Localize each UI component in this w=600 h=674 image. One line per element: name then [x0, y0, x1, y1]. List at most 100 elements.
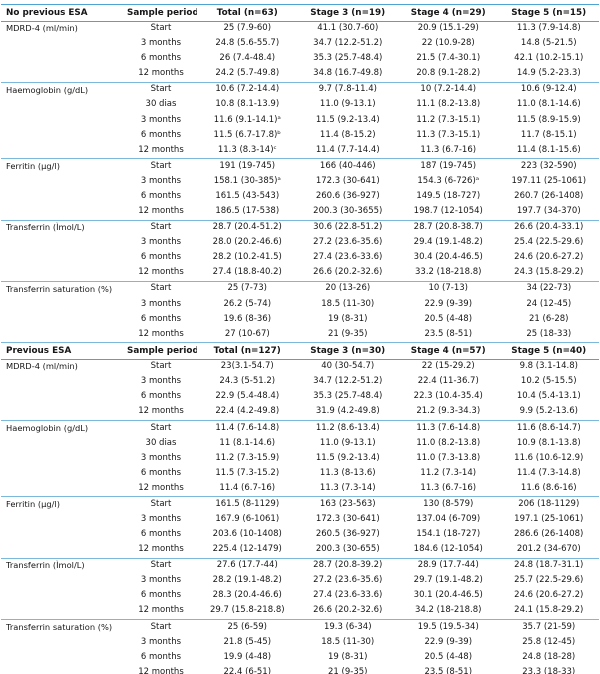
- data-row: 12 months 225.4 (12-1479) 200.3 (30-655) 18…: [1, 543, 599, 559]
- sample-period-cell: Start: [150, 84, 172, 95]
- value-cell: 22.4 (6-51): [223, 666, 272, 674]
- value-cell: 11.0 (8.2-13.8): [416, 437, 481, 448]
- value-cell: 11 (8.1-14.6): [219, 437, 276, 448]
- data-row: 6 months 19.6 (8-36) 19 (8-31) 20.5 (4-48) 2…: [1, 312, 599, 327]
- value-cell: 35.3 (25.7-48.4): [313, 53, 383, 64]
- value-cell: 22.9 (9-39): [424, 298, 473, 309]
- parameter-label: [1, 98, 125, 113]
- parameter-label: [1, 189, 125, 204]
- sample-period-cell: 3 months: [140, 114, 182, 125]
- value-cell: 197.11 (25-1061): [511, 175, 587, 186]
- parameter-label: [1, 375, 125, 390]
- data-row: 3 months 11.2 (7.3-15.9) 11.5 (9.2-13.4) 11…: [1, 451, 599, 466]
- parameter-label: [1, 266, 125, 282]
- value-cell: 225.4 (12-1479): [212, 544, 282, 555]
- value-cell: 19 (8-31): [328, 651, 368, 662]
- parameter-label: [1, 466, 125, 481]
- sample-period-cell: 12 months: [138, 206, 184, 217]
- value-cell: 19.3 (6-34): [323, 621, 372, 632]
- column-header: Stage 4 (n=57): [410, 345, 486, 356]
- value-cell: 29.7 (15.8-218.8): [209, 605, 285, 616]
- value-cell: 11.2 (8.6-13.4): [315, 422, 380, 433]
- value-cell: 28.0 (20.2-46.6): [212, 237, 282, 248]
- value-cell: 163 (23-563): [319, 498, 376, 509]
- parameter-label: [1, 113, 125, 128]
- value-cell: 158.1 (30-385)ᵃ: [213, 175, 281, 186]
- parameter-label: [1, 390, 125, 405]
- value-cell: 11.3 (6.7-16): [420, 144, 477, 155]
- sample-period-cell: 6 months: [140, 129, 182, 140]
- value-cell: 24.1 (15.8-29.2): [514, 605, 584, 616]
- value-cell: 22.9 (5.4-48.4): [215, 391, 280, 402]
- sample-period-cell: 6 months: [140, 467, 182, 478]
- data-row: 6 months 161.5 (43-543) 260.6 (36-927) 149.…: [1, 189, 599, 204]
- value-cell: 25 (7-73): [227, 283, 267, 294]
- value-cell: 14.8 (5-21.5): [520, 38, 577, 49]
- data-row: 6 months 11.5 (7.3-15.2) 11.3 (8-13.6) 11.2…: [1, 466, 599, 481]
- value-cell: 28.2 (10.2-41.5): [212, 252, 282, 263]
- value-cell: 187 (19-745): [420, 160, 477, 171]
- value-cell: 11.3 (8-13.6): [319, 467, 376, 478]
- data-row: 6 months 28.2 (10.2-41.5) 27.4 (23.6-33.6)…: [1, 251, 599, 266]
- parameter-label: [1, 574, 125, 589]
- value-cell: 11.5 (9.2-13.4): [315, 452, 380, 463]
- value-cell: 21.2 (9.3-34.3): [416, 406, 481, 417]
- sample-period-cell: 12 months: [138, 406, 184, 417]
- value-cell: 11.6 (9.1-14.1)ᵃ: [213, 114, 281, 125]
- value-cell: 203.6 (10-1408): [212, 529, 282, 540]
- value-cell: 33.2 (18-218.8): [415, 267, 482, 278]
- parameter-label: [1, 37, 125, 52]
- value-cell: 27.2 (23.6-35.6): [313, 237, 383, 248]
- value-cell: 34.8 (16.7-49.8): [313, 68, 383, 79]
- sample-period-cell: Start: [150, 560, 172, 571]
- value-cell: 40 (30-54.7): [321, 361, 375, 372]
- parameter-label: Transferrin (Ìmol/L): [6, 560, 85, 571]
- value-cell: 11.5 (9.2-13.4): [315, 114, 380, 125]
- value-cell: 26 (7.4-48.4): [219, 53, 276, 64]
- column-header: Total (n=63): [216, 7, 278, 18]
- parameter-label: [1, 174, 125, 189]
- data-row: 3 months 21.8 (5-45) 18.5 (11-30) 22.9 (9-3…: [1, 635, 599, 650]
- value-cell: 14.9 (5.2-23.3): [516, 68, 581, 79]
- parameter-label: [1, 236, 125, 251]
- sample-period-cell: 3 months: [140, 298, 182, 309]
- parameter-label: [1, 512, 125, 527]
- sample-period-cell: 3 months: [140, 376, 182, 387]
- value-cell: 11.1 (8.2-13.8): [416, 99, 481, 110]
- parameter-label: [1, 481, 125, 497]
- value-cell: 25 (6-59): [227, 621, 267, 632]
- value-cell: 9.8 (3.1-14.8): [519, 361, 578, 372]
- parameter-label: [1, 143, 125, 159]
- value-cell: 26.6 (20.2-32.6): [313, 267, 383, 278]
- value-cell: 42.1 (10.2-15.1): [514, 53, 584, 64]
- value-cell: 18.5 (11-30): [321, 298, 375, 309]
- data-row: 3 months 28.2 (19.1-48.2) 27.2 (23.6-35.6)…: [1, 574, 599, 589]
- sample-period-cell: Start: [150, 23, 172, 34]
- value-cell: 21 (9-35): [328, 666, 368, 674]
- value-cell: 20.5 (4-48): [424, 313, 473, 324]
- value-cell: 21 (6-28): [529, 313, 569, 324]
- value-cell: 28.9 (17.7-44): [417, 560, 479, 571]
- value-cell: 191 (19-745): [219, 160, 276, 171]
- value-cell: 167.9 (6-1061): [215, 514, 280, 525]
- value-cell: 28.7 (20.4-51.2): [212, 222, 282, 233]
- value-cell: 11.3 (8.3-14)ᶜ: [217, 144, 277, 155]
- value-cell: 25.4 (22.5-29.6): [514, 237, 584, 248]
- sample-period-cell: 12 months: [138, 68, 184, 79]
- value-cell: 11.4 (7.7-14.4): [315, 144, 380, 155]
- sample-period-cell: 3 months: [140, 175, 182, 186]
- value-cell: 11.3 (7.9-14.8): [516, 23, 581, 34]
- sample-period-cell: Start: [150, 222, 172, 233]
- parameter-label: [1, 451, 125, 466]
- data-row: 6 months 28.3 (20.4-46.6) 27.4 (23.6-33.6)…: [1, 589, 599, 604]
- sample-period-cell: Start: [150, 283, 172, 294]
- value-cell: 154.1 (18-727): [416, 529, 481, 540]
- sample-period-cell: 12 months: [138, 605, 184, 616]
- value-cell: 26.6 (20.2-32.6): [313, 605, 383, 616]
- value-cell: 10 (7-13): [428, 283, 468, 294]
- value-cell: 28.2 (19.1-48.2): [212, 575, 282, 586]
- data-row: 30 dias 10.8 (8.1-13.9) 11.0 (9-13.1) 11.1 …: [1, 98, 599, 113]
- value-cell: 28.7 (20.8-38.7): [413, 222, 483, 233]
- value-cell: 11.7 (8-15.1): [520, 129, 577, 140]
- value-cell: 24.6 (20.6-27.2): [514, 590, 584, 601]
